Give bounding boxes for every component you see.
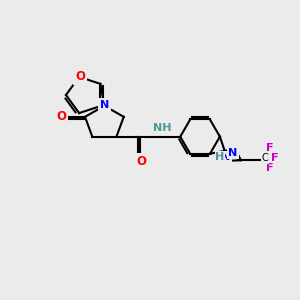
Text: NH: NH — [153, 123, 172, 133]
Text: F: F — [266, 143, 274, 153]
Text: N: N — [221, 152, 231, 162]
Text: O: O — [56, 110, 66, 123]
Text: F: F — [272, 153, 279, 163]
Text: C: C — [262, 153, 268, 163]
Text: O: O — [136, 155, 146, 168]
Text: O: O — [75, 70, 85, 83]
Text: N: N — [100, 100, 109, 110]
Text: F: F — [266, 163, 274, 173]
Text: N: N — [228, 148, 238, 158]
Text: H: H — [215, 152, 225, 162]
